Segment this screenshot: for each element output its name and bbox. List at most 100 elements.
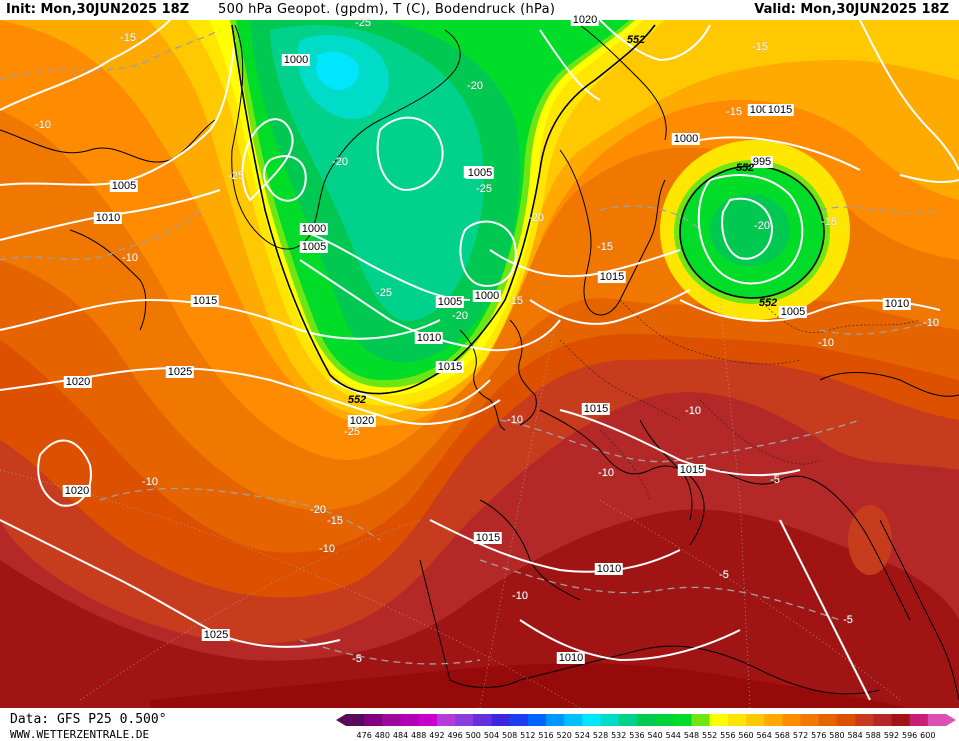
website-credit: WWW.WETTERZENTRALE.DE [10,728,150,741]
legend-tick-label: 504 [484,731,499,740]
isobar-label: 1025 [165,366,195,378]
isobar-label: 1015 [581,403,611,415]
legend-tick-label: 584 [847,731,862,740]
legend-swatch [564,714,583,726]
legend-swatch [509,714,529,726]
legend-swatch [836,714,856,726]
legend-tick-label: 480 [375,731,390,740]
isobar-label: 1005 [465,167,495,179]
legend-tick-label: 476 [357,731,372,740]
temperature-label: -15 [752,41,768,53]
legend-tick-label: 548 [684,731,699,740]
legend-swatch [818,714,838,726]
header: Init: Mon,30JUN2025 18Z 500 hPa Geopot. … [0,0,959,20]
isobar-label: 1015 [765,104,795,116]
legend-tick-label: 576 [811,731,826,740]
legend-tick-label: 568 [775,731,790,740]
legend-tick-label: 572 [793,731,808,740]
map-labels: 1000 1000 1005 1010 1005 1000 1005 1005 1000 1010… [35,14,939,665]
legend-swatch [546,714,565,726]
legend-swatch [364,714,383,726]
legend-swatch [691,714,711,726]
valid-time: Valid: Mon,30JUN2025 18Z [754,2,949,17]
legend-swatch [455,714,474,726]
color-legend: 476 480 484 488 492 496 500 504 508 512 516 520 524 5… [336,714,956,740]
isobar-label: 1000 [281,54,311,66]
legend-tick-label: 536 [629,731,644,740]
legend-tick-label: 596 [902,731,917,740]
field-592 [0,509,959,708]
isobar-label: 1015 [473,532,503,544]
temperature-label: -20 [452,310,468,322]
legend-tick-label: 544 [666,731,681,740]
temperature-label: -15 [726,106,742,118]
temperature-label: -10 [818,337,834,349]
isobar-label: 1005 [299,241,329,253]
temperature-label: -20 [754,220,770,232]
isobar-label: 1010 [414,332,444,344]
legend-swatch [436,714,456,726]
legend-swatch [491,714,511,726]
legend-tick-label: 500 [466,731,481,740]
borders [559,299,921,501]
legend-tick-label: 588 [866,731,881,740]
temperature-label: -5 [843,614,853,626]
legend-swatch [418,714,438,726]
legend-swatch [764,714,783,726]
isobar-label: 1010 [93,212,123,224]
legend-swatch [727,714,747,726]
legend-swatch [855,714,874,726]
isobar-label: 1020 [63,376,93,388]
isobar-label: 1015 [677,464,707,476]
legend-swatch [927,714,947,726]
coastlines [0,24,959,701]
legend-swatch [782,714,802,726]
legend-tick-label: 564 [757,731,772,740]
legend-tick-label: 532 [611,731,626,740]
legend-tick-label: 580 [829,731,844,740]
legend-swatch [582,714,602,726]
legend-tick-label: 540 [647,731,662,740]
legend-tick-label: 552 [702,731,717,740]
height-contour-label: 552 [758,297,778,309]
temperature-label: -10 [319,543,335,555]
temperature-label: -20 [332,156,348,168]
legend-tick-label: 512 [520,731,535,740]
isobar-label: 1015 [435,361,465,373]
isobar-label: 1000 [299,223,329,235]
legend-swatch [473,714,492,726]
isobar-label: 1005 [435,296,465,308]
legend-tick-label: 560 [738,731,753,740]
temperature-label: -15 [507,295,523,307]
legend-swatch [891,714,911,726]
legend-swatch [636,714,656,726]
isobar-label: 1020 [570,14,600,26]
legend-tick-label: 600 [920,731,935,740]
temperature-label: -10 [142,476,158,488]
data-source: Data: GFS P25 0.500° [10,712,167,727]
legend-tick-label: 520 [557,731,572,740]
legend-swatch [346,714,365,726]
field-528 [316,51,359,90]
temperature-label: -10 [512,590,528,602]
legend-swatches [336,714,956,726]
temperature-label: -10 [122,252,138,264]
isobar-label: 1000 [472,290,502,302]
temperature-label: -5 [719,569,729,581]
temperature-label: -25 [344,426,360,438]
isobar-label: 1020 [62,485,92,497]
field-596 [150,663,909,708]
temperature-label: -25 [476,183,492,195]
legend-swatch [800,714,820,726]
isobar-label: 1020 [347,415,377,427]
isobar-label: 1000 [671,133,701,145]
temperature-label: -15 [597,241,613,253]
temperature-label: -15 [327,515,343,527]
temperature-label: -15 [821,216,837,228]
temperature-label: -10 [35,119,51,131]
map-title: 500 hPa Geopot. (gpdm), T (C), Bodendruc… [218,2,556,17]
isobar-label: 1010 [556,652,586,664]
temperature-label: -5 [352,653,362,665]
legend-tick-label: 492 [429,731,444,740]
